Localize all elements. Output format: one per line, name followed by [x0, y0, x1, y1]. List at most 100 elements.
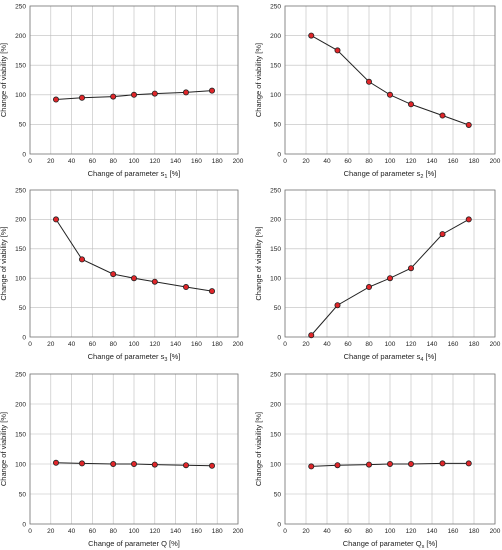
chart-4-y-axis-label: Change of viability [%]: [254, 226, 263, 300]
chart-3-x-tick-label: 180: [212, 341, 223, 348]
chart-6-x-tick-label: 60: [344, 528, 352, 535]
chart-6-data-point: [439, 460, 446, 467]
chart-2-y-tick-label: 100: [270, 92, 281, 99]
chart-1-y-tick-label: 250: [15, 3, 26, 10]
chart-1-x-tick-label: 80: [110, 158, 118, 165]
chart-1-data-point: [79, 94, 86, 101]
chart-1-y-axis-label: Change of viability [%]: [0, 43, 8, 117]
chart-3-x-tick-label: 40: [68, 341, 76, 348]
chart-6-y-tick-label: 200: [270, 401, 281, 408]
chart-3-x-axis-label-main: Change of parameter s: [88, 352, 165, 361]
chart-5-x-tick-label: 160: [191, 528, 202, 535]
chart-5-x-tick-label: 40: [68, 528, 76, 535]
chart-4-x-tick-label: 60: [344, 341, 352, 348]
chart-2-x-tick-label: 200: [490, 158, 501, 165]
chart-1-x-axis-label-unit: [%]: [167, 169, 180, 178]
chart-5-data-point: [79, 460, 86, 467]
chart-4-y-tick-label: 50: [274, 305, 282, 312]
chart-3-x-tick-label: 100: [129, 341, 140, 348]
chart-4-x-tick-label: 100: [385, 341, 396, 348]
chart-6-x-tick-label: 20: [302, 528, 310, 535]
chart-5-x-tick-label: 140: [170, 528, 181, 535]
chart-1-data-point: [53, 96, 60, 103]
chart-4-x-tick-label: 40: [323, 341, 331, 348]
chart-3-plot-frame: [29, 189, 239, 338]
chart-2-x-tick-label: 180: [469, 158, 480, 165]
chart-4-x-tick-label: 80: [365, 341, 373, 348]
chart-1-data-point: [151, 90, 158, 97]
chart-1-data-point: [182, 89, 189, 96]
chart-3-y-tick-label: 50: [19, 305, 27, 312]
chart-2-y-axis-label: Change of viability [%]: [254, 43, 263, 117]
chart-6-y-axis-label: Change of viability [%]: [254, 412, 263, 486]
chart-4-data-point: [334, 302, 341, 309]
chart-6-x-tick-label: 0: [283, 528, 287, 535]
chart-1-plot-frame: [29, 5, 239, 155]
chart-5-x-tick-label: 0: [28, 528, 32, 535]
chart-6-data-point: [407, 460, 414, 467]
chart-5: 0 20 40 60 80 100 120 140 160 180 200 0 50 100 150 200 2…: [0, 371, 244, 548]
chart-2-x-tick-label: 140: [427, 158, 438, 165]
chart-4-y-tick-label: 200: [270, 217, 281, 224]
chart-1-x-tick-label: 140: [170, 158, 181, 165]
chart-2-x-axis-label-unit: [%]: [423, 169, 436, 178]
chart-4-x-tick-label: 140: [427, 341, 438, 348]
chart-2-data-point: [407, 101, 414, 108]
chart-1-x-axis-label-subscript: 1: [164, 174, 167, 180]
chart-3-y-tick-label: 100: [15, 276, 26, 283]
chart-4-data-point: [407, 265, 414, 272]
chart-6-data-point: [334, 462, 341, 469]
chart-1-x-tick-label: 100: [129, 158, 140, 165]
chart-2: 0 20 40 60 80 100 120 140 160 180 200 0 50 100 150 200 2…: [254, 3, 501, 180]
chart-1-y-tick-label: 150: [15, 63, 26, 70]
chart-1-y-tick-label: 0: [22, 151, 26, 158]
chart-6-x-tick-label: 40: [323, 528, 331, 535]
chart-3-data-point: [130, 275, 137, 282]
chart-4-x-axis-label-subscript: 4: [420, 357, 423, 363]
chart-2-x-tick-label: 60: [344, 158, 352, 165]
chart-4-plot-frame: [284, 189, 496, 338]
chart-5-data-point: [53, 459, 60, 466]
chart-6-x-axis-label-main: Change of parameter Q: [343, 539, 422, 548]
chart-3-x-tick-label: 200: [233, 341, 244, 348]
chart-1-y-tick-label: 100: [15, 92, 26, 99]
chart-1-data-point: [110, 93, 117, 100]
chart-2-data-point: [334, 47, 341, 54]
chart-2-x-tick-label: 100: [385, 158, 396, 165]
chart-5-data-point: [130, 460, 137, 467]
chart-2-y-tick-label: 200: [270, 33, 281, 40]
chart-4-data-point: [465, 216, 472, 223]
chart-1-data-point: [130, 91, 137, 98]
chart-5-x-tick-label: 100: [129, 528, 140, 535]
chart-3-x-tick-label: 60: [89, 341, 97, 348]
chart-3-x-axis-label: Change of parameter s3 [%]: [88, 352, 181, 363]
chart-6: 0 20 40 60 80 100 120 140 160 180 200 0 50 100 150 200 2…: [254, 371, 501, 550]
chart-2-x-axis-label-subscript: 2: [420, 174, 423, 180]
chart-2-y-tick-label: 250: [270, 3, 281, 10]
chart-5-y-tick-label: 50: [19, 491, 27, 498]
chart-6-data-point: [386, 460, 393, 467]
chart-6-y-tick-label: 100: [270, 461, 281, 468]
chart-4-y-tick-label: 0: [277, 334, 281, 341]
chart-6-x-axis-label-unit: [%]: [424, 539, 437, 548]
chart-4-x-tick-label: 160: [448, 341, 459, 348]
chart-3-x-tick-label: 80: [110, 341, 118, 348]
chart-4-y-tick-label: 250: [270, 187, 281, 194]
chart-5-y-tick-label: 150: [15, 431, 26, 438]
chart-4-x-axis-label-unit: [%]: [423, 352, 436, 361]
chart-2-data-point: [386, 91, 393, 98]
chart-3-y-tick-label: 250: [15, 187, 26, 194]
chart-4-y-tick-label: 150: [270, 246, 281, 253]
chart-3-data-point: [182, 284, 189, 291]
chart-1-x-tick-label: 120: [149, 158, 160, 165]
chart-6-x-tick-label: 120: [406, 528, 417, 535]
chart-6-x-tick-label: 180: [469, 528, 480, 535]
chart-5-x-tick-label: 80: [110, 528, 118, 535]
chart-6-y-tick-label: 250: [270, 371, 281, 378]
chart-4-x-tick-label: 20: [302, 341, 310, 348]
chart-6-x-tick-label: 100: [385, 528, 396, 535]
chart-2-x-tick-label: 20: [302, 158, 310, 165]
chart-3-x-tick-label: 160: [191, 341, 202, 348]
